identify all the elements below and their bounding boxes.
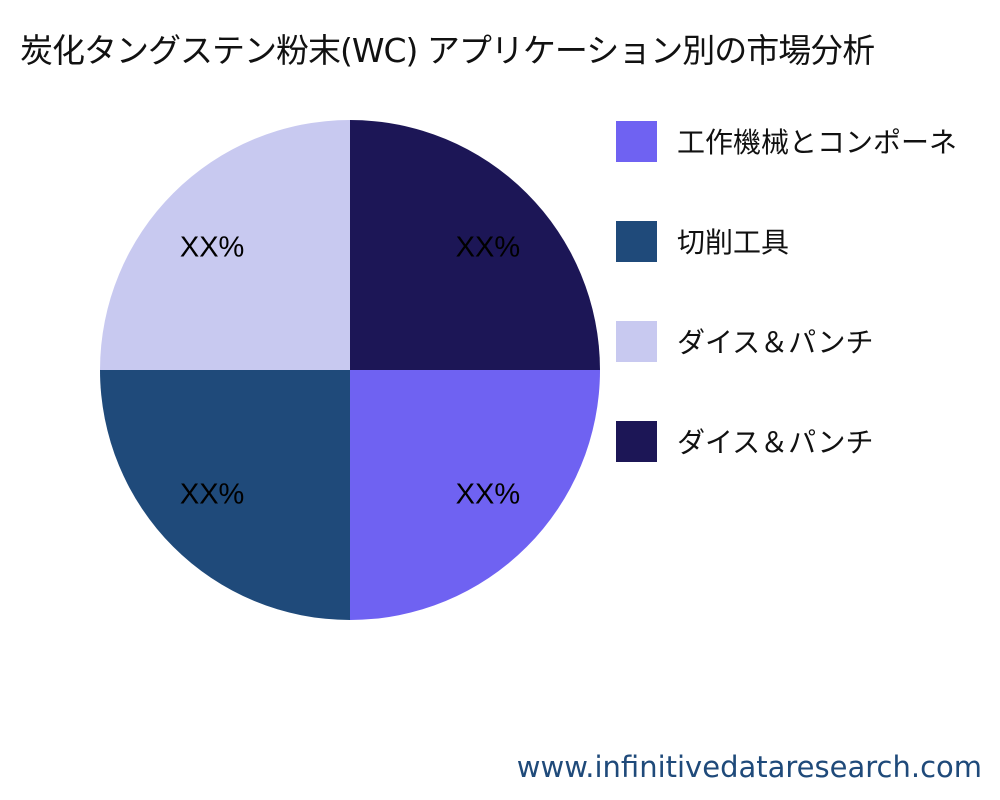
legend-swatch <box>616 220 657 262</box>
footer-url: www.infinitivedataresearch.com <box>516 750 982 784</box>
chart-title: 炭化タングステン粉末(WC) アプリケーション別の市場分析 <box>20 31 875 70</box>
slice-label-0: XX% <box>456 479 520 511</box>
slice-label-3: XX% <box>456 231 520 263</box>
legend-item-0: 工作機械とコンポーネ <box>616 120 957 162</box>
legend-swatch <box>616 320 657 362</box>
slice-label-1: XX% <box>180 479 244 511</box>
legend-item-3: ダイス＆パンチ <box>616 420 874 462</box>
pie-slice-3 <box>350 120 600 370</box>
legend-label: 切削工具 <box>677 226 790 259</box>
legend-label: ダイス＆パンチ <box>677 326 874 359</box>
slice-label-2: XX% <box>180 231 244 263</box>
legend-item-2: ダイス＆パンチ <box>616 320 874 362</box>
legend-swatch <box>616 120 657 162</box>
legend-label: ダイス＆パンチ <box>677 426 874 459</box>
pie-slice-0 <box>350 370 600 620</box>
legend-item-1: 切削工具 <box>616 220 789 262</box>
pie-slice-1 <box>100 370 350 620</box>
pie-slice-2 <box>100 120 350 370</box>
legend-swatch <box>616 420 657 462</box>
legend-label: 工作機械とコンポーネ <box>677 126 958 159</box>
